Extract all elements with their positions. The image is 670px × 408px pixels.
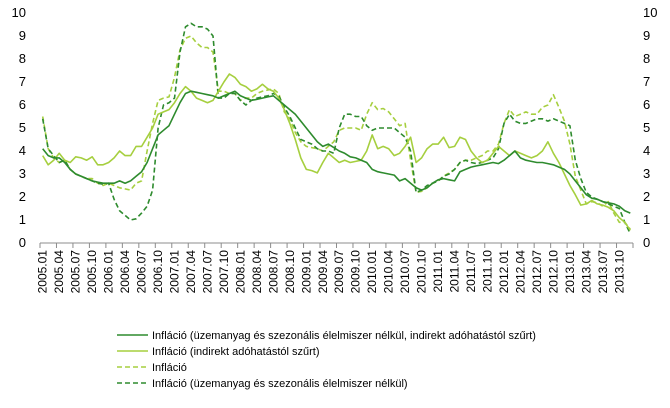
y-axis-right: 0 1 2 3 4 5 6 7 8 9 10 <box>643 5 657 250</box>
x-tick-label: 2007.10 <box>217 250 231 294</box>
x-tick-label: 2011.07 <box>464 250 478 293</box>
y-axis-left: 0 1 2 3 4 5 6 7 8 9 10 <box>12 5 26 250</box>
x-tick-label: 2006.07 <box>135 250 149 294</box>
x-tick-label: 2013.04 <box>579 250 593 294</box>
series-line-3 <box>41 35 631 230</box>
y-tick-label-right: 7 <box>643 74 650 89</box>
x-tick-label: 2012.10 <box>546 250 560 294</box>
y-tick-label-right: 5 <box>643 120 650 135</box>
y-tick-label-left: 7 <box>19 74 26 89</box>
x-tick-label: 2013.01 <box>563 250 577 294</box>
legend-label: Infláció <box>152 362 187 374</box>
y-tick-label-right: 1 <box>643 212 650 227</box>
y-tick-label-left: 8 <box>19 51 26 66</box>
legend-label: Infláció (üzemanyag és szezonális élelmi… <box>152 378 408 390</box>
series-lines <box>41 22 632 235</box>
x-tick-label: 2007.04 <box>184 250 198 294</box>
x-axis-ticks <box>39 243 634 248</box>
x-tick-label: 2005.07 <box>69 250 83 294</box>
y-tick-label-left: 6 <box>19 97 26 112</box>
y-tick-label-right: 3 <box>643 166 650 181</box>
x-tick-label: 2006.04 <box>118 250 132 294</box>
x-tick-label: 2013.10 <box>612 250 626 294</box>
y-tick-label-left: 0 <box>19 235 26 250</box>
y-tick-label-left: 3 <box>19 166 26 181</box>
x-tick-label: 2010.01 <box>365 250 379 294</box>
legend-label: Infláció (indirekt adóhatástól szűrt) <box>152 346 320 358</box>
y-tick-label-right: 4 <box>643 143 650 158</box>
x-tick-label: 2010.10 <box>415 250 429 294</box>
x-tick-label: 2013.07 <box>596 250 610 294</box>
y-tick-label-left: 1 <box>19 212 26 227</box>
x-tick-label: 2009.04 <box>316 250 330 294</box>
y-tick-label-left: 9 <box>19 28 26 43</box>
y-tick-label-right: 8 <box>643 51 650 66</box>
plot-area: 0 1 2 3 4 5 6 7 8 9 10 0 1 2 3 4 5 6 7 8 9 10 2005.01 2005.04… <box>12 5 658 293</box>
x-tick-label: 2011.10 <box>480 250 494 293</box>
x-tick-label: 2007.01 <box>168 250 182 294</box>
x-tick-label: 2012.04 <box>513 250 527 294</box>
x-tick-label: 2008.07 <box>266 250 280 294</box>
x-tick-label: 2006.10 <box>151 250 165 294</box>
y-tick-label-left: 2 <box>19 189 26 204</box>
y-tick-label-right: 10 <box>643 5 657 20</box>
x-tick-label: 2010.07 <box>398 250 412 294</box>
y-tick-label-left: 4 <box>19 143 26 158</box>
x-tick-label: 2005.10 <box>85 250 99 294</box>
y-tick-label-left: 5 <box>19 120 26 135</box>
legend: Infláció (üzemanyag és szezonális élelmi… <box>117 330 536 390</box>
legend-label: Infláció (üzemanyag és szezonális élelmi… <box>152 330 536 342</box>
y-tick-label-right: 6 <box>643 97 650 112</box>
series-line-2 <box>42 73 631 231</box>
x-tick-label: 2005.01 <box>36 250 50 294</box>
x-tick-label: 2011.01 <box>431 250 445 293</box>
x-tick-label: 2008.04 <box>250 250 264 294</box>
x-tick-label: 2006.01 <box>102 250 116 294</box>
x-tick-label: 2008.01 <box>233 250 247 294</box>
y-tick-label-right: 9 <box>643 28 650 43</box>
y-tick-label-right: 2 <box>643 189 650 204</box>
x-tick-label: 2009.01 <box>299 250 313 294</box>
series-line-4 <box>41 22 632 235</box>
x-tick-label: 2012.07 <box>530 250 544 294</box>
x-tick-label: 2010.04 <box>382 250 396 294</box>
x-tick-label: 2009.10 <box>349 250 363 294</box>
y-tick-label-left: 10 <box>12 5 26 20</box>
x-tick-label: 2007.07 <box>200 250 214 294</box>
x-tick-label: 2011.04 <box>448 250 462 293</box>
x-axis-labels: 2005.01 2005.04 2005.07 2005.10 2006.01 2006.… <box>36 250 627 294</box>
y-tick-label-right: 0 <box>643 235 650 250</box>
x-tick-label: 2008.10 <box>283 250 297 294</box>
x-tick-label: 2012.01 <box>497 250 511 294</box>
series-line-1 <box>42 90 631 214</box>
x-tick-label: 2005.04 <box>52 250 66 294</box>
x-tick-label: 2009.07 <box>332 250 346 294</box>
